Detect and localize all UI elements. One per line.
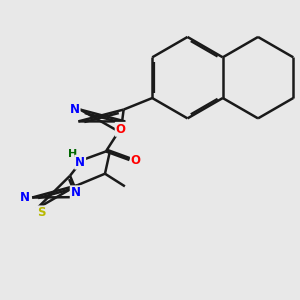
Text: N: N: [70, 103, 80, 116]
Text: N: N: [20, 191, 30, 204]
Text: N: N: [75, 156, 85, 169]
Text: S: S: [37, 206, 45, 219]
Text: O: O: [131, 154, 141, 166]
Text: N: N: [71, 186, 81, 199]
Text: O: O: [116, 123, 126, 136]
Text: H: H: [68, 148, 77, 159]
